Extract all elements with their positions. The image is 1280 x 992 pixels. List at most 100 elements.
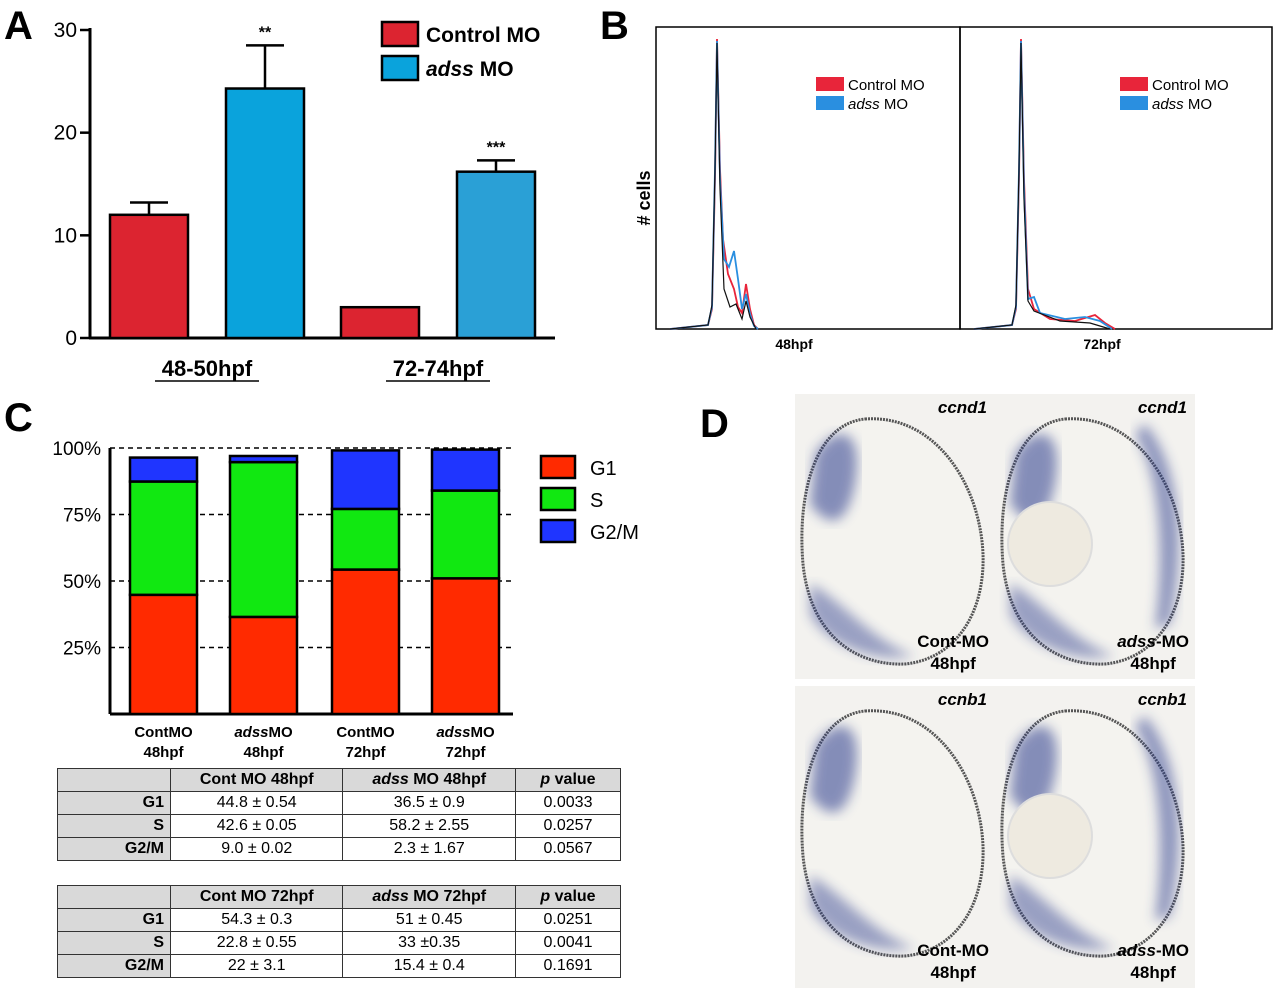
table-cell: 36.5 ± 0.9 bbox=[342, 791, 516, 815]
gene-label: ccnb1 bbox=[937, 690, 987, 709]
stain-region bbox=[810, 434, 857, 521]
table-cell: 15.4 ± 0.4 bbox=[342, 954, 516, 978]
stacked-segment bbox=[128, 456, 199, 483]
panel-letter-a: A bbox=[4, 4, 33, 48]
lens bbox=[1007, 501, 1093, 587]
row-label: G2/M bbox=[57, 954, 171, 978]
stain-region bbox=[1010, 584, 1115, 658]
table-corner bbox=[57, 768, 171, 792]
stacked-segment bbox=[228, 454, 299, 464]
row-label: G1 bbox=[57, 791, 171, 815]
table-cell: 44.8 ± 0.54 bbox=[169, 791, 344, 815]
stain-region bbox=[1010, 876, 1115, 950]
table-cell: 0.0257 bbox=[515, 814, 621, 838]
category-label: 48-50hpf bbox=[162, 356, 253, 381]
condition-label: adss-MO 48hpf bbox=[1117, 632, 1189, 673]
stacked-segment bbox=[128, 593, 199, 716]
legend-swatch bbox=[539, 486, 577, 512]
table-header: p value bbox=[515, 885, 621, 909]
table-cell: 54.3 ± 0.3 bbox=[169, 908, 344, 932]
table-cell: 22.8 ± 0.55 bbox=[169, 931, 344, 955]
row-label: S bbox=[57, 814, 171, 838]
category-label: ContMO bbox=[336, 724, 395, 741]
legend-label: adss MO bbox=[426, 58, 514, 81]
table-row: G1 44.8 ± 0.54 36.5 ± 0.9 0.0033 bbox=[57, 791, 621, 815]
in-situ-micrograph: ccnd1 adss-MO 48hpf bbox=[995, 394, 1195, 679]
gene-label: ccnd1 bbox=[1137, 398, 1187, 417]
condition-label: Cont-MO 48hpf bbox=[917, 941, 989, 982]
legend-swatch bbox=[380, 20, 420, 48]
stacked-segment bbox=[228, 615, 299, 716]
table-cell: 0.1691 bbox=[515, 954, 621, 978]
y-tick-label: 100% bbox=[52, 439, 101, 460]
significance-label: ** bbox=[259, 24, 272, 41]
histogram-xlabel: 48hpf bbox=[775, 336, 813, 352]
category-label: 72hpf bbox=[345, 744, 386, 761]
legend-label: G1 bbox=[590, 458, 617, 480]
row-label: S bbox=[57, 931, 171, 955]
table-cell: 0.0041 bbox=[515, 931, 621, 955]
eye-section-drawing bbox=[800, 709, 985, 958]
condition-label: adss-MO 48hpf bbox=[1117, 941, 1189, 982]
legend-swatch bbox=[816, 96, 844, 110]
stacked-segment bbox=[430, 577, 501, 716]
panel-c-stacked-chart: 25% 50% 75% 100% ContMO 48hpf adssMO 48hpf ContM… bbox=[52, 439, 639, 761]
table-row: S 22.8 ± 0.55 33 ±0.35 0.0041 bbox=[57, 931, 621, 955]
legend-swatch bbox=[1120, 96, 1148, 110]
histogram-trace-adss bbox=[669, 40, 759, 330]
stain-region bbox=[1135, 716, 1179, 921]
table-header: Cont MO 72hpf bbox=[169, 885, 344, 909]
table-cell: 58.2 ± 2.55 bbox=[342, 814, 516, 838]
table-header: p value bbox=[515, 768, 621, 792]
y-tick-label: 10 bbox=[54, 224, 77, 247]
bar bbox=[339, 305, 421, 340]
panel-letter-d: D bbox=[700, 402, 729, 446]
y-tick-label: 20 bbox=[54, 122, 77, 145]
bar bbox=[455, 170, 537, 340]
stain-region bbox=[810, 876, 915, 950]
category-label: 72-74hpf bbox=[393, 356, 484, 381]
histogram-frame bbox=[959, 26, 1273, 330]
panel-b-histograms: # cells 48hpf Control MO adss MO 72hpf Contro… bbox=[634, 26, 1273, 352]
bar bbox=[224, 87, 306, 340]
histogram-trace-overlay bbox=[669, 42, 757, 330]
in-situ-micrograph: ccnd1 Cont-MO 48hpf bbox=[795, 394, 995, 679]
condition-label: Cont-MO 48hpf bbox=[917, 632, 989, 673]
table-header: adss MO 48hpf bbox=[342, 768, 516, 792]
histogram-xlabel: 72hpf bbox=[1083, 336, 1121, 352]
eye-section-drawing bbox=[800, 417, 985, 666]
stain-region bbox=[1010, 434, 1057, 521]
y-tick-label: 25% bbox=[63, 639, 101, 660]
table-row: G1 54.3 ± 0.3 51 ± 0.45 0.0251 bbox=[57, 908, 621, 932]
panel-letter-c: C bbox=[4, 396, 33, 440]
legend-label: adss MO bbox=[1152, 96, 1212, 113]
row-label: G2/M bbox=[57, 837, 171, 861]
category-label: adssMO bbox=[436, 724, 495, 741]
category-label: 48hpf bbox=[143, 744, 184, 761]
table-row: G2/M 22 ± 3.1 15.4 ± 0.4 0.1691 bbox=[57, 954, 621, 978]
legend-label: Control MO bbox=[848, 77, 925, 94]
table-cell: 9.0 ± 0.02 bbox=[169, 837, 344, 861]
table-row: G2/M 9.0 ± 0.02 2.3 ± 1.67 0.0567 bbox=[57, 837, 621, 861]
stats-table-48hpf: Cont MO 48hpf adss MO 48hpf p value G1 44.8 … bbox=[57, 768, 621, 861]
stain-region bbox=[810, 584, 915, 658]
table-corner bbox=[57, 885, 171, 909]
category-label: 48hpf bbox=[243, 744, 284, 761]
stacked-segment bbox=[128, 480, 199, 597]
histogram-trace-control bbox=[973, 38, 1116, 330]
legend-label: Control MO bbox=[1152, 77, 1229, 94]
table-cell: 0.0567 bbox=[515, 837, 621, 861]
legend-swatch bbox=[539, 518, 577, 544]
legend-swatch bbox=[539, 454, 577, 480]
table-header: adss MO 72hpf bbox=[342, 885, 516, 909]
table-cell: 0.0251 bbox=[515, 908, 621, 932]
category-label: 72hpf bbox=[445, 744, 486, 761]
row-label: G1 bbox=[57, 908, 171, 932]
panel-a-bar-chart: 0 10 20 30 ** 48-50hpf *** 72-74hpf Control MO ad… bbox=[54, 19, 555, 382]
category-label: ContMO bbox=[134, 724, 193, 741]
histogram-trace-adss bbox=[973, 40, 1113, 330]
legend-label: S bbox=[590, 490, 603, 512]
lens bbox=[1007, 793, 1093, 879]
category-label: adssMO bbox=[234, 724, 293, 741]
stacked-segment bbox=[430, 448, 501, 492]
